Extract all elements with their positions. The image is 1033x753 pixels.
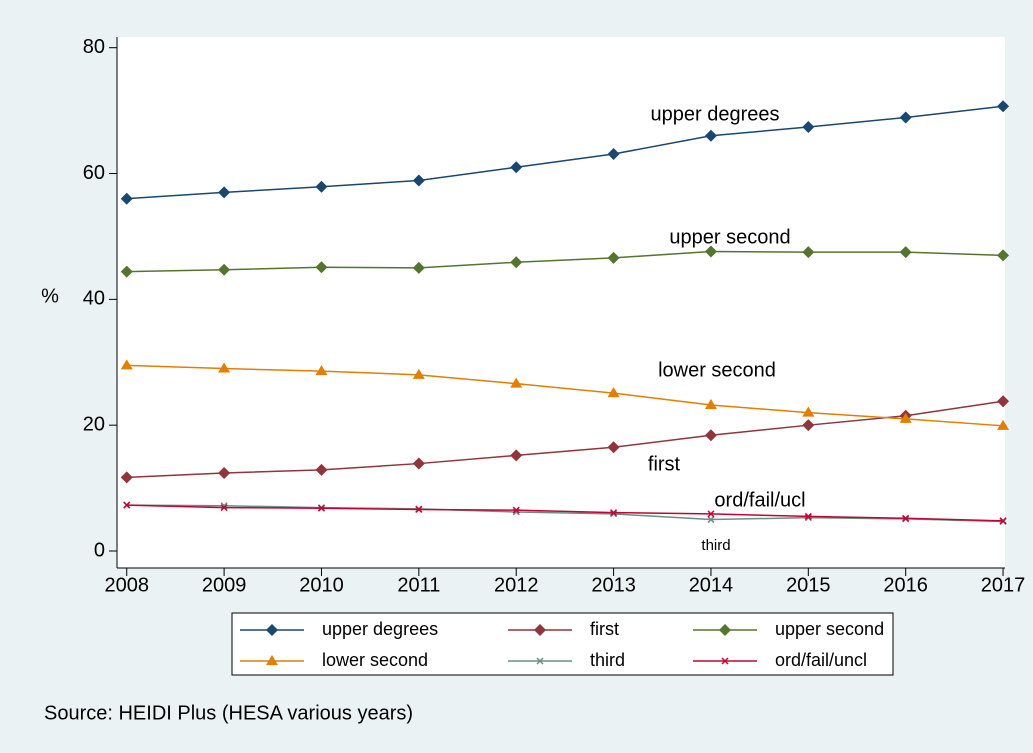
data-point	[120, 471, 133, 484]
annotation: upper second	[669, 226, 790, 248]
series-line	[126, 250, 1004, 273]
data-point	[218, 186, 231, 199]
x-tick-label: 2014	[689, 574, 734, 596]
data-point	[512, 506, 520, 514]
data-point	[899, 412, 912, 423]
annotation: first	[648, 453, 681, 475]
data-point	[220, 504, 228, 512]
data-point	[218, 263, 231, 276]
annotation: third	[701, 537, 730, 554]
data-point	[218, 362, 231, 373]
x-tick-label: 2008	[104, 574, 149, 596]
x-tick-label: 2017	[981, 574, 1026, 596]
data-point	[510, 256, 523, 269]
data-point	[510, 377, 523, 388]
data-point	[607, 441, 620, 454]
legend-label: upper degrees	[322, 619, 438, 639]
data-point	[412, 174, 425, 187]
x-tick-label: 2010	[299, 574, 344, 596]
data-point	[120, 265, 133, 278]
data-point	[315, 365, 328, 376]
data-point	[704, 429, 717, 442]
y-axis-label: %	[41, 285, 59, 307]
data-point	[899, 111, 912, 124]
data-point	[707, 516, 715, 524]
data-point	[902, 514, 910, 522]
annotation: upper degrees	[651, 103, 780, 125]
data-point	[123, 501, 131, 509]
legend-marker	[719, 624, 731, 636]
y-tick-label: 80	[83, 36, 105, 58]
data-point	[999, 517, 1007, 525]
data-point	[899, 246, 912, 259]
annotation: lower second	[658, 359, 776, 381]
data-point	[510, 161, 523, 174]
data-point	[802, 419, 815, 432]
data-point	[412, 457, 425, 470]
series-line	[126, 364, 1004, 427]
legend-label: upper second	[775, 619, 884, 639]
series-line	[126, 105, 1004, 200]
data-point	[510, 449, 523, 462]
data-point	[707, 510, 715, 518]
data-point	[997, 249, 1010, 262]
data-point	[317, 504, 326, 512]
annotation: ord/fail/ucl	[714, 489, 805, 511]
y-tick-label: 40	[83, 288, 105, 310]
data-point	[315, 463, 328, 476]
series-line	[126, 504, 1004, 522]
legend	[231, 612, 894, 676]
data-point	[315, 180, 328, 193]
legend-marker	[266, 624, 278, 636]
legend-marker	[534, 624, 546, 636]
y-tick-label: 20	[83, 413, 105, 435]
data-point	[802, 246, 815, 259]
legend-label: third	[590, 650, 625, 670]
data-point	[997, 419, 1010, 430]
data-point	[704, 245, 717, 258]
data-point	[120, 359, 133, 370]
data-point	[607, 387, 620, 398]
y-tick-label: 0	[94, 539, 105, 561]
series-line	[126, 400, 1004, 479]
x-tick-label: 2012	[494, 574, 539, 596]
legend-label: ord/fail/uncl	[775, 650, 867, 670]
data-point	[704, 129, 717, 142]
x-tick-label: 2015	[786, 574, 831, 596]
data-point	[704, 399, 717, 410]
legend-label: lower second	[322, 650, 428, 670]
legend-marker	[536, 657, 544, 665]
legend-marker	[266, 655, 278, 665]
data-point	[997, 395, 1010, 408]
x-tick-label: 2011	[397, 574, 440, 596]
data-point	[218, 466, 231, 479]
data-point	[315, 261, 328, 274]
series-line	[126, 504, 1004, 523]
data-point	[607, 251, 620, 264]
y-tick-label: 60	[83, 162, 105, 184]
x-tick-label: 2016	[883, 574, 928, 596]
data-point	[412, 368, 425, 379]
data-point	[415, 505, 423, 514]
data-point	[412, 261, 425, 274]
plot-area	[117, 37, 1005, 568]
data-point	[610, 509, 618, 517]
data-point	[120, 192, 133, 205]
data-point	[997, 100, 1010, 113]
data-point	[804, 512, 812, 520]
x-tick-label: 2009	[202, 574, 247, 596]
data-point	[802, 120, 815, 133]
data-point	[802, 406, 815, 417]
x-tick-label: 2013	[591, 574, 636, 596]
source-note: Source: HEIDI Plus (HESA various years)	[44, 702, 413, 724]
data-point	[607, 148, 620, 161]
legend-marker	[721, 657, 729, 665]
legend-label: first	[590, 619, 619, 639]
